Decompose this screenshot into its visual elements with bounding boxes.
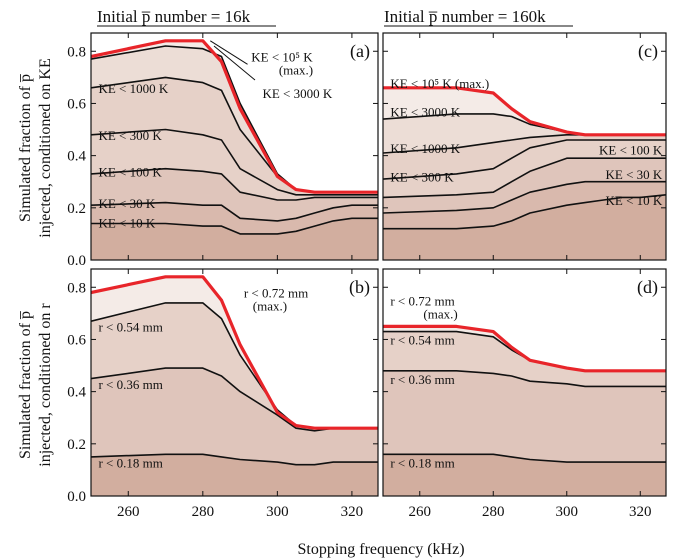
- series-label-ke-300-k: KE < 300 K: [390, 170, 454, 185]
- y-tick-label: 0.6: [67, 96, 86, 112]
- series-label-ke-30-k: KE < 30 K: [606, 167, 663, 182]
- column-title-right: Initial p̅ number = 160k: [384, 7, 546, 26]
- y-tick-label: 0.4: [67, 149, 86, 165]
- series-line-ke-100-k: [383, 157, 666, 199]
- series-line-r-0-18-mm: [91, 453, 378, 466]
- series-label-max: (max.): [279, 63, 313, 78]
- series-line-ke-10-k: [383, 194, 666, 230]
- x-tick-label: 280: [192, 504, 215, 520]
- plot-area: [383, 324, 666, 496]
- series-label-ke-300-k: KE < 300 K: [98, 128, 162, 143]
- series-label-r-0-18-mm: r < 0.18 mm: [98, 455, 162, 470]
- label-leader-line: [210, 40, 248, 65]
- ylabel-bottom-line1: Simulated fraction of p̅: [17, 310, 34, 459]
- ylabel-bottom: Simulated fraction of p̅ injected, condi…: [17, 303, 54, 467]
- series-label-r-0-72-mm: r < 0.72 mm: [390, 294, 454, 309]
- series-label-ke-3000-k: KE < 3000 K: [262, 86, 332, 101]
- series-label-max: (max.): [253, 299, 287, 314]
- plot-area: [383, 86, 666, 260]
- panel-frame: [382, 268, 667, 497]
- ylabel-top-line1: Simulated fraction of p̅: [17, 73, 34, 222]
- x-tick-label: 320: [629, 504, 652, 520]
- series-label-ke-10-k: KE < 10⁵ K: [251, 50, 313, 65]
- series-line-ke-10-k-max: [91, 39, 378, 194]
- label-leader-line: [213, 45, 256, 81]
- series-line-ke-100-k: [91, 167, 378, 201]
- series-label-ke-100-k: KE < 100 K: [98, 165, 162, 180]
- panel-letter: (d): [637, 277, 658, 298]
- panel-letter: (c): [638, 41, 658, 62]
- chart-panel-c: (c) KE < 10⁵ K (max.) KE < 3000 K KE < 1000…: [382, 32, 667, 261]
- ylabel-top: Simulated fraction of p̅ injected, condi…: [17, 58, 54, 238]
- series-line-ke-300-k: [383, 139, 666, 180]
- plot-area: [91, 275, 378, 496]
- chart-panel-a: (a) 0.0 0.2 0.4 0.6 0.8 KE < 10 K KE < 30 K KE <…: [67, 32, 379, 269]
- ylabel-bottom-line2: injected, conditioned on r: [37, 303, 54, 467]
- panel-letter: (a): [350, 41, 370, 62]
- series-label-r-0-72-mm: r < 0.72 mm: [244, 286, 308, 301]
- band-ke-10-k: [383, 194, 666, 260]
- series-label-max: (max.): [423, 307, 457, 322]
- series-label-ke-3000-k: KE < 3000 K: [390, 104, 460, 119]
- x-tick-label: 260: [409, 504, 432, 520]
- panel-frame: [90, 268, 379, 497]
- y-tick-label: 0.8: [67, 44, 86, 60]
- series-line-r-0-18-mm: [383, 453, 666, 463]
- ylabel-top-line2: injected, conditioned on KE: [37, 58, 54, 238]
- x-tick-label: 300: [266, 504, 289, 520]
- series-line-ke-300-k: [91, 128, 378, 196]
- x-tick-label: 320: [341, 504, 364, 520]
- series-label-r-0-54-mm: r < 0.54 mm: [98, 320, 162, 335]
- y-tick-label: 0.6: [67, 332, 86, 348]
- series-label-ke-1000-k: KE < 1000 K: [98, 81, 168, 96]
- y-tick-label: 0.4: [67, 385, 86, 401]
- x-tick-label: 280: [482, 504, 505, 520]
- series-label-r-0-36-mm: r < 0.36 mm: [390, 372, 454, 387]
- y-tick-label: 0.0: [67, 253, 86, 269]
- series-label-ke-1000-k: KE < 1000 K: [390, 141, 460, 156]
- series-label-r-0-54-mm: r < 0.54 mm: [390, 333, 454, 348]
- x-tick-label: 300: [556, 504, 579, 520]
- panel-frame: [382, 32, 667, 261]
- series-line-ke-30-k: [91, 201, 378, 222]
- chart-panel-d: (d) 260 280 300 320 r < 0.72 mm(max.) r < 0.54…: [382, 268, 667, 520]
- xlabel: Stopping frequency (kHz): [297, 541, 464, 558]
- panels: (a) 0.0 0.2 0.4 0.6 0.8 KE < 10 K KE < 30 K KE <…: [67, 32, 667, 520]
- series-label-r-0-36-mm: r < 0.36 mm: [98, 377, 162, 392]
- panel-frame: [90, 32, 379, 261]
- series-label-ke-30-k: KE < 30 K: [98, 196, 155, 211]
- series-label-ke-10-k: KE < 10 K: [606, 193, 663, 208]
- series-label-r-0-18-mm: r < 0.18 mm: [390, 455, 454, 470]
- x-tick-label: 260: [117, 504, 140, 520]
- y-tick-label: 0.8: [67, 280, 86, 296]
- series-line-ke-10-k: [91, 217, 378, 235]
- chart-panel-b: (b) 260 280 300 320 0.0 0.2 0.4 0.6 0.8 r < 0.18 m…: [67, 268, 379, 520]
- column-title-left: Initial p̅ number = 16k: [97, 7, 251, 26]
- panel-letter: (b): [349, 277, 370, 298]
- y-tick-label: 0.0: [67, 489, 86, 505]
- series-line-r-0-72-mm-max: [383, 324, 666, 373]
- band-r-0-18-mm: [383, 454, 666, 496]
- series-label-ke-10-k-max: KE < 10⁵ K (max.): [390, 76, 489, 91]
- y-tick-label: 0.2: [67, 437, 86, 453]
- series-line-ke-10-k-max: [383, 86, 666, 137]
- plot-area: [91, 39, 378, 260]
- series-label-ke-10-k: KE < 10 K: [98, 215, 155, 230]
- series-label-ke-100-k: KE < 100 K: [599, 142, 663, 157]
- series-line-ke-30-k: [383, 180, 666, 214]
- y-tick-label: 0.2: [67, 201, 86, 217]
- series-line-r-0-72-mm-max: [91, 275, 378, 430]
- series-line-r-0-36-mm: [383, 369, 666, 388]
